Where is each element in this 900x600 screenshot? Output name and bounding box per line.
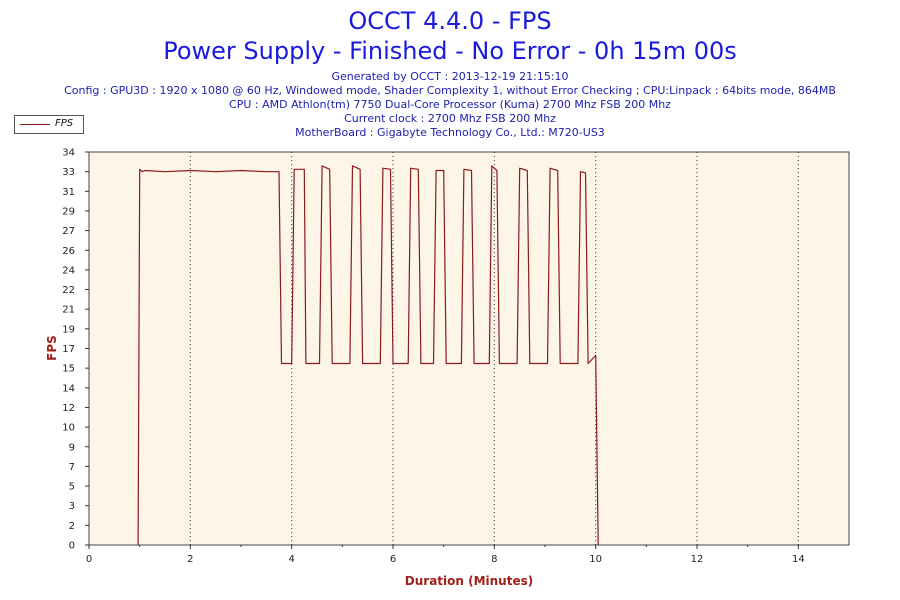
y-tick-label: 15 bbox=[62, 364, 75, 375]
y-tick-label: 26 bbox=[62, 246, 75, 257]
y-tick-label: 5 bbox=[69, 482, 75, 493]
y-tick-label: 10 bbox=[62, 423, 75, 434]
x-tick-label: 6 bbox=[390, 554, 396, 565]
y-tick-label: 17 bbox=[62, 344, 75, 355]
info-cpu: CPU : AMD Athlon(tm) 7750 Dual-Core Proc… bbox=[229, 98, 671, 111]
x-tick-label: 4 bbox=[288, 554, 294, 565]
y-axis-title: FPS bbox=[45, 335, 59, 361]
y-tick-label: 3 bbox=[69, 501, 75, 512]
y-tick-label: 31 bbox=[62, 187, 75, 198]
chart-title: OCCT 4.4.0 - FPS bbox=[348, 7, 552, 35]
y-tick-label: 29 bbox=[62, 206, 75, 217]
x-tick-label: 0 bbox=[86, 554, 92, 565]
x-tick-label: 12 bbox=[691, 554, 704, 565]
y-tick-label: 33 bbox=[62, 167, 75, 178]
info-motherboard: MotherBoard : Gigabyte Technology Co., L… bbox=[295, 126, 605, 139]
chart-subtitle: Power Supply - Finished - No Error - 0h … bbox=[163, 37, 737, 65]
x-tick-label: 10 bbox=[589, 554, 602, 565]
legend-label: FPS bbox=[55, 118, 74, 129]
y-tick-label: 14 bbox=[62, 383, 75, 394]
y-tick-label: 9 bbox=[69, 442, 75, 453]
legend-swatch bbox=[20, 124, 50, 125]
x-tick-label: 2 bbox=[187, 554, 193, 565]
x-tick-label: 8 bbox=[491, 554, 497, 565]
y-tick-label: 24 bbox=[62, 265, 75, 276]
y-tick-label: 27 bbox=[62, 226, 75, 237]
y-tick-label: 12 bbox=[62, 403, 75, 414]
x-axis-title: Duration (Minutes) bbox=[405, 574, 533, 588]
y-tick-label: 34 bbox=[62, 148, 75, 159]
plot-area bbox=[88, 151, 850, 546]
info-generated: Generated by OCCT : 2013-12-19 21:15:10 bbox=[331, 70, 569, 83]
y-tick-label: 0 bbox=[69, 541, 75, 552]
info-clock: Current clock : 2700 Mhz FSB 200 Mhz bbox=[344, 112, 556, 125]
info-config: Config : GPU3D : 1920 x 1080 @ 60 Hz, Wi… bbox=[64, 84, 836, 97]
series-line-fps bbox=[137, 165, 599, 546]
y-tick-label: 2 bbox=[69, 521, 75, 532]
x-tick-label: 14 bbox=[792, 554, 805, 565]
y-tick-label: 21 bbox=[62, 305, 75, 316]
y-tick-label: 22 bbox=[62, 285, 75, 296]
y-tick-label: 19 bbox=[62, 324, 75, 335]
y-tick-label: 7 bbox=[69, 462, 75, 473]
legend: FPS bbox=[14, 115, 84, 134]
